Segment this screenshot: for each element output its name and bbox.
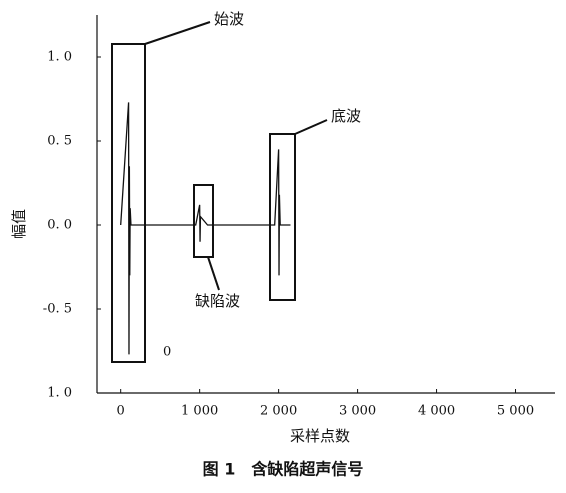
start-wave-box (111, 43, 146, 363)
y-tick-label: 0. 5 (47, 134, 72, 149)
x-tick-label: 0 (117, 404, 125, 419)
annotation: 底波 (331, 107, 361, 125)
annotation: 始波 (214, 10, 244, 28)
x-tick-label: 1 000 (181, 404, 218, 419)
y-tick-label: 1. 0 (47, 386, 72, 401)
leader-line (207, 256, 220, 291)
signal-line (120, 102, 291, 355)
x-tick-label: 4 000 (418, 404, 455, 419)
defect-wave-box (193, 184, 214, 258)
bottom-wave-box (269, 133, 296, 301)
x-axis-label: 采样点数 (290, 427, 350, 445)
caption: 图 1 含缺陷超声信号 (203, 460, 364, 479)
y-tick-label: -0. 5 (43, 302, 72, 317)
x-tick-label: 5 000 (497, 404, 534, 419)
leader-line (144, 21, 211, 45)
y-tick-label: 0. 0 (47, 218, 72, 233)
annotation: 0 (163, 345, 171, 360)
annotation: 缺陷波 (195, 292, 240, 310)
x-tick-label: 2 000 (260, 404, 297, 419)
y-tick-label: 1. 0 (47, 50, 72, 65)
y-axis-label: 幅值 (10, 209, 28, 239)
x-tick-label: 3 000 (339, 404, 376, 419)
leader-line (294, 119, 328, 135)
